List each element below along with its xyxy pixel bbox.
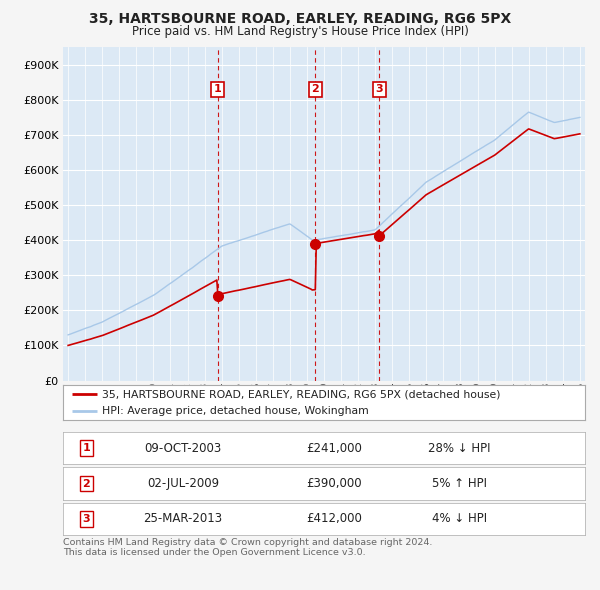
Text: Contains HM Land Registry data © Crown copyright and database right 2024.
This d: Contains HM Land Registry data © Crown c… [63,538,433,558]
Text: 25-MAR-2013: 25-MAR-2013 [143,512,223,526]
Text: 02-JUL-2009: 02-JUL-2009 [147,477,219,490]
Text: 4% ↓ HPI: 4% ↓ HPI [432,512,487,526]
Text: £412,000: £412,000 [307,512,362,526]
Text: 2: 2 [83,478,91,489]
Text: 35, HARTSBOURNE ROAD, EARLEY, READING, RG6 5PX: 35, HARTSBOURNE ROAD, EARLEY, READING, R… [89,12,511,26]
Text: 5% ↑ HPI: 5% ↑ HPI [432,477,487,490]
Text: 1: 1 [214,84,221,94]
Text: Price paid vs. HM Land Registry's House Price Index (HPI): Price paid vs. HM Land Registry's House … [131,25,469,38]
Text: 3: 3 [83,514,91,524]
Text: £241,000: £241,000 [307,441,362,455]
Text: HPI: Average price, detached house, Wokingham: HPI: Average price, detached house, Woki… [102,405,369,415]
Text: 28% ↓ HPI: 28% ↓ HPI [428,441,491,455]
Text: 2: 2 [311,84,319,94]
Text: 09-OCT-2003: 09-OCT-2003 [145,441,221,455]
Text: 1: 1 [83,443,91,453]
Text: 35, HARTSBOURNE ROAD, EARLEY, READING, RG6 5PX (detached house): 35, HARTSBOURNE ROAD, EARLEY, READING, R… [102,389,500,399]
Text: £390,000: £390,000 [307,477,362,490]
Text: 3: 3 [376,84,383,94]
